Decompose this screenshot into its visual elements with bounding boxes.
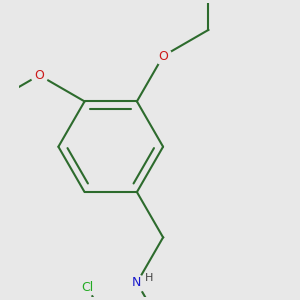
Text: H: H: [145, 273, 154, 283]
Text: Cl: Cl: [81, 281, 93, 294]
Text: N: N: [132, 276, 142, 289]
Text: O: O: [158, 50, 168, 63]
Text: O: O: [34, 69, 44, 82]
